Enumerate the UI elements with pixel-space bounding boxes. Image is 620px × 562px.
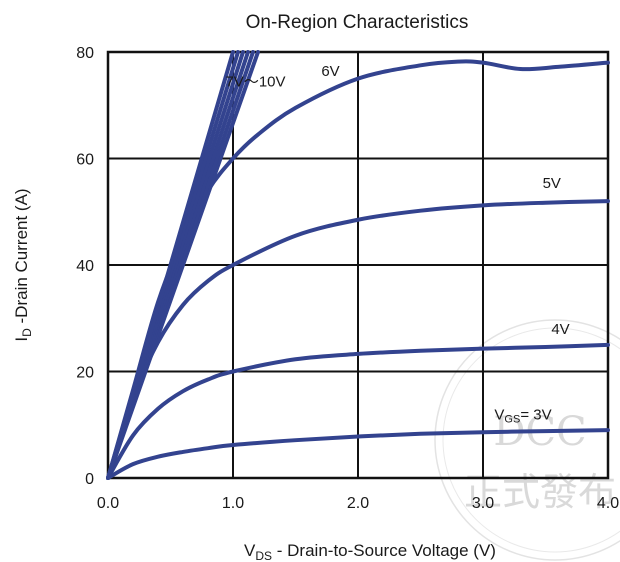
curve-label: 5V	[543, 175, 561, 192]
y-axis-label: ID -Drain Current (A)	[12, 188, 34, 341]
curve-label: 7V～10V	[225, 74, 285, 91]
x-axis-label-subscript: DS	[255, 549, 272, 562]
series-curves	[106, 50, 610, 480]
y-tick-labels: 0 20 40 60 80	[76, 45, 94, 488]
curve-label-subscript: GS	[504, 413, 520, 425]
x-axis-label-symbol: V	[244, 541, 256, 560]
curve-label: 4V	[551, 321, 569, 338]
x-axis-label: VDS - Drain-to-Source Voltage (V)	[244, 541, 496, 562]
curve-label: 6V	[321, 63, 339, 80]
plot-frame	[106, 50, 610, 480]
series-line-9	[106, 50, 235, 480]
x-tick-label: 0.0	[97, 495, 119, 512]
y-axis-label-subscript: D	[20, 328, 34, 337]
x-tick-label: 4.0	[597, 495, 619, 512]
y-tick-label: 40	[76, 258, 94, 275]
y-axis-label-text: -Drain Current (A)	[12, 188, 31, 328]
x-tick-label: 1.0	[222, 495, 244, 512]
x-axis-label-text: - Drain-to-Source Voltage (V)	[272, 541, 496, 560]
x-tick-labels: 0.0 1.0 2.0 3.0 4.0	[97, 495, 619, 512]
x-tick-label: 3.0	[472, 495, 494, 512]
y-axis-label-symbol: I	[12, 337, 31, 342]
series-line-1	[106, 342, 610, 480]
curve-label-symbol: V	[494, 406, 504, 423]
y-tick-label: 0	[85, 471, 94, 488]
watermark-seal: DCC 正式發布	[434, 319, 620, 561]
curve-annotations: 7V～10V 6V 5V 4V VGS= 3V	[225, 63, 569, 425]
curve-label: VGS= 3V	[494, 406, 551, 425]
y-tick-label: 60	[76, 152, 94, 169]
x-tick-label: 2.0	[347, 495, 369, 512]
curve-label-text: = 3V	[520, 406, 551, 423]
y-tick-label: 80	[76, 45, 94, 62]
series-line-0	[106, 428, 610, 480]
y-tick-label: 20	[76, 365, 94, 382]
chart-title: On-Region Characteristics	[246, 12, 469, 33]
